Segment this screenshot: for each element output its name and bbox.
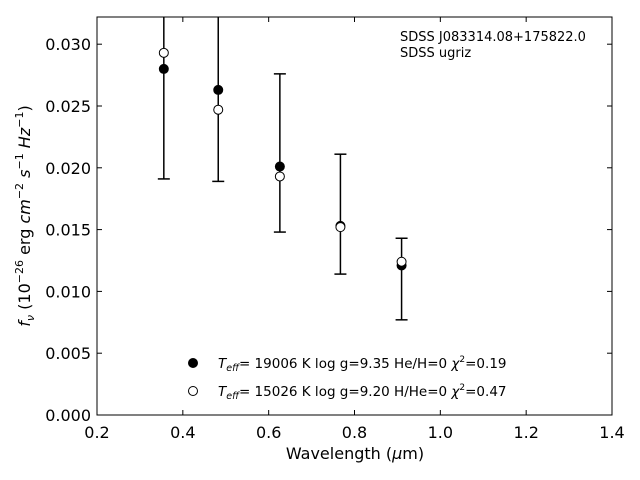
y-tick-label: 0.020 [45,159,91,178]
object-annotation: SDSS J083314.08+175822.0 [400,30,586,45]
y-tick-label: 0.025 [45,97,91,116]
model-15026k-point [396,256,407,267]
model-19006k-point [274,161,285,172]
x-tick-label: 0.2 [84,423,109,442]
x-tick-label: 0.8 [342,423,367,442]
x-tick-label: 0.4 [170,423,195,442]
legend-marker-filled [188,358,198,368]
model-15026k-point [335,222,346,233]
legend-entry-1: Teff= 19006 K log g=9.35 He/H=0 χ2=0.19 [218,355,507,374]
y-axis-ticks: 0.000 0.005 0.010 0.015 0.020 0.025 0.030 [45,35,612,425]
model-19006k-point [213,84,224,95]
x-tick-label: 1.2 [513,423,538,442]
y-tick-label: 0.010 [45,282,91,301]
x-axis-ticks: 0.2 0.4 0.6 0.8 1.0 1.2 1.4 [84,17,625,442]
error-bars [157,17,408,321]
legend-entry-2: Teff= 15026 K log g=9.20 H/He=0 χ2=0.47 [218,383,507,402]
model-15026k-point [274,171,285,182]
y-tick-label: 0.015 [45,221,91,240]
data-points [158,47,407,271]
photometry-annotation: SDSS ugriz [400,46,471,61]
x-tick-label: 0.6 [256,423,281,442]
x-tick-label: 1.4 [599,423,624,442]
model-15026k-point [213,104,224,115]
y-tick-label: 0.030 [45,35,91,54]
model-15026k-point [158,47,169,58]
x-tick-label: 1.0 [428,423,453,442]
legend: Teff= 19006 K log g=9.35 He/H=0 χ2=0.19 … [188,355,507,402]
y-tick-label: 0.000 [45,406,91,425]
x-axis-title: Wavelength (μm) [286,444,424,463]
y-axis-title: fν (10−26 erg cm−2 s−1 Hz−1) [13,105,37,326]
y-tick-label: 0.005 [45,344,91,363]
model-19006k-point [158,63,169,74]
legend-marker-open [188,386,198,396]
